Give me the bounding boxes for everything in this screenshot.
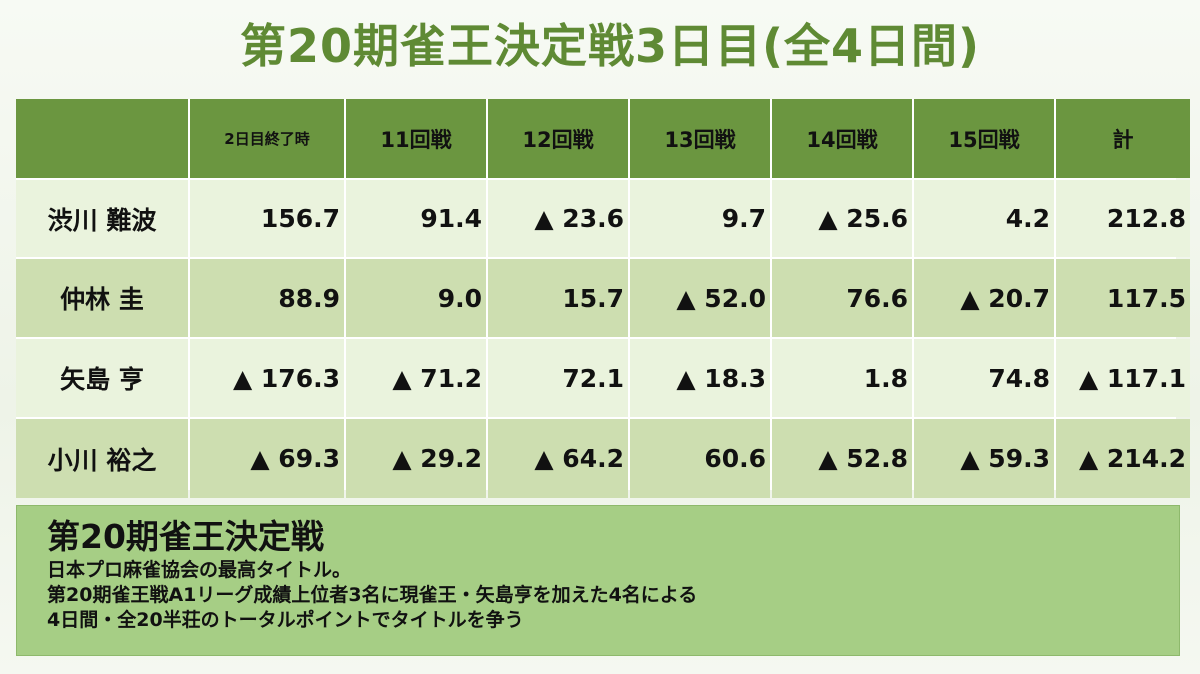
player-name: 小川 裕之	[16, 419, 188, 498]
total-cell: ▲ 117.1	[1056, 339, 1190, 417]
total-cell: 117.5	[1056, 259, 1190, 337]
score-cell: ▲ 64.2	[488, 419, 628, 498]
header-total: 計	[1056, 99, 1190, 178]
total-cell: 212.8	[1056, 180, 1190, 257]
total-cell: ▲ 214.2	[1056, 419, 1190, 498]
player-name: 仲林 圭	[16, 259, 188, 337]
info-box: 第20期雀王決定戦 日本プロ麻雀協会の最高タイトル。 第20期雀王戦A1リーグ成…	[16, 505, 1180, 656]
header-round-12: 12回戦	[488, 99, 628, 178]
info-line: 第20期雀王戦A1リーグ成績上位者3名に現雀王・矢島亨を加えた4名による	[47, 584, 698, 606]
score-cell: 91.4	[346, 180, 486, 257]
score-cell: ▲ 20.7	[914, 259, 1054, 337]
score-cell: 72.1	[488, 339, 628, 417]
header-corner	[16, 99, 188, 178]
score-cell: 76.6	[772, 259, 912, 337]
score-cell: 1.8	[772, 339, 912, 417]
player-name: 渋川 難波	[16, 180, 188, 257]
header-round-13: 13回戦	[630, 99, 770, 178]
score-cell: ▲ 25.6	[772, 180, 912, 257]
header-day2-end: 2日目終了時	[190, 99, 344, 178]
score-cell: ▲ 59.3	[914, 419, 1054, 498]
header-round-14: 14回戦	[772, 99, 912, 178]
header-round-15: 15回戦	[914, 99, 1054, 178]
score-cell: 9.7	[630, 180, 770, 257]
score-cell: ▲ 52.0	[630, 259, 770, 337]
player-name: 矢島 亨	[16, 339, 188, 417]
score-cell: ▲ 52.8	[772, 419, 912, 498]
score-cell: 60.6	[630, 419, 770, 498]
header-round-11: 11回戦	[346, 99, 486, 178]
score-cell: ▲ 176.3	[190, 339, 344, 417]
info-title: 第20期雀王決定戦	[47, 517, 324, 556]
score-cell: 74.8	[914, 339, 1054, 417]
score-cell: 9.0	[346, 259, 486, 337]
score-cell: 88.9	[190, 259, 344, 337]
info-line: 日本プロ麻雀協会の最高タイトル。	[47, 559, 352, 581]
score-table: 2日目終了時 11回戦 12回戦 13回戦 14回戦 15回戦 計 渋川 難波 …	[16, 99, 1190, 498]
info-line: 4日間・全20半荘のトータルポイントでタイトルを争う	[47, 609, 524, 631]
page-title: 第20期雀王決定戦3日目(全4日間)	[239, 19, 981, 73]
score-cell: 156.7	[190, 180, 344, 257]
score-cell: ▲ 29.2	[346, 419, 486, 498]
score-cell: 15.7	[488, 259, 628, 337]
score-cell: ▲ 23.6	[488, 180, 628, 257]
score-cell: 4.2	[914, 180, 1054, 257]
score-cell: ▲ 71.2	[346, 339, 486, 417]
score-cell: ▲ 69.3	[190, 419, 344, 498]
score-cell: ▲ 18.3	[630, 339, 770, 417]
